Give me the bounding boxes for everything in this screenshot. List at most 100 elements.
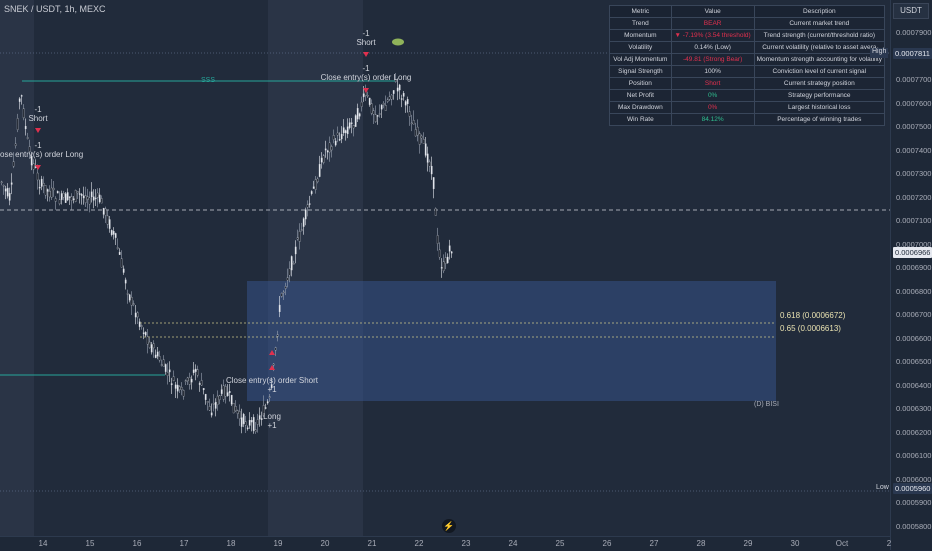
short-left-num: -1 [34, 105, 42, 114]
symbol-title[interactable]: SNEK / USDT, 1h, MEXC [4, 4, 106, 14]
candle-body [128, 294, 131, 301]
price-axis[interactable]: 0.00079000.00078000.00077000.00076000.00… [890, 0, 932, 550]
candle-body [104, 208, 107, 216]
time-tick: 28 [696, 539, 706, 548]
candle-body [370, 103, 373, 114]
candle-body [360, 101, 363, 107]
time-tick: 22 [414, 539, 424, 548]
time-tick: 16 [132, 539, 142, 548]
candle-body [414, 129, 417, 137]
candle-body [224, 386, 227, 397]
candle-body [46, 189, 49, 192]
candle-body [230, 394, 233, 405]
description-cell: Current volatility (relative to asset av… [753, 41, 886, 54]
lightning-icon[interactable]: ⚡ [442, 519, 456, 533]
time-tick: 24 [508, 539, 518, 548]
candle-body [444, 257, 447, 264]
candle-body [220, 389, 223, 394]
metric-cell: Momentum [609, 29, 672, 42]
candle-body [162, 359, 165, 367]
candle-body [100, 198, 103, 204]
candle-body [328, 142, 331, 153]
candle-body [288, 268, 291, 276]
candle-body [422, 139, 425, 144]
time-tick: 27 [649, 539, 659, 548]
candle-body [446, 256, 449, 264]
description-cell: Percentage of winning trades [753, 113, 886, 126]
candle-body [66, 192, 69, 201]
candle-body [190, 378, 193, 383]
candle-body [282, 291, 285, 294]
price-tick: 0.0006300 [896, 404, 932, 413]
time-tick: 19 [273, 539, 283, 548]
candle-body [14, 143, 17, 146]
candle-body [150, 344, 153, 353]
close-long-top-label: Close entry(s) order Long [320, 73, 412, 82]
candle-body [38, 186, 41, 189]
candle-body [252, 417, 255, 431]
short-top-label: Short [356, 38, 376, 47]
zone-label: (D) BISI [754, 401, 779, 408]
candle-body [326, 150, 329, 153]
candle-body [98, 194, 101, 203]
candle-body [266, 401, 269, 404]
metrics-row: Position Short Current strategy position [609, 77, 886, 90]
candle-body [52, 187, 55, 191]
candle-body [122, 268, 125, 273]
close-long-top-num: -1 [362, 64, 370, 73]
candle-body [132, 303, 135, 305]
candle-body [276, 334, 279, 337]
candle-body [22, 108, 25, 119]
candle-body [16, 118, 19, 130]
close-signal-arrow [35, 165, 41, 170]
time-tick: 26 [602, 539, 612, 548]
candle-body [438, 249, 441, 258]
candle-body [366, 95, 369, 97]
candle-body [392, 90, 395, 94]
candle-body [268, 396, 271, 398]
high-price-tag: 0.0007811 [893, 48, 932, 60]
candle-body [212, 403, 215, 405]
candle-body [336, 132, 339, 136]
candle-body [32, 163, 35, 170]
candle-body [400, 98, 403, 100]
candle-body [340, 133, 343, 140]
price-tick: 0.0006600 [896, 333, 932, 343]
high-label: High [870, 48, 889, 58]
metrics-row: Signal Strength 100% Conviction level of c… [609, 65, 886, 78]
short-left-label: Short [28, 114, 48, 123]
candle-body [406, 99, 409, 105]
chart-area[interactable]: SNEK / USDT, 1h, MEXC -1 Short -1 Close … [0, 0, 890, 536]
candle-body [166, 372, 169, 376]
description-cell: Momentum strength accounting for volatil… [753, 53, 886, 66]
candle-body [36, 172, 39, 181]
price-tick: 0.0006400 [896, 380, 932, 390]
candle-body [302, 218, 305, 227]
metrics-row: Trend BEAR Current market trend [609, 17, 886, 30]
candle-body [362, 93, 365, 98]
candle-body [200, 380, 203, 386]
candle-body [130, 296, 133, 306]
price-tick: 0.0007600 [896, 98, 932, 108]
candle-body [324, 148, 327, 151]
currency-button[interactable]: USDT [893, 3, 929, 19]
value-cell: BEAR [670, 17, 755, 30]
price-tick: 0.0007500 [896, 122, 932, 131]
long-num-2: +1 [267, 421, 277, 430]
candle-body [178, 386, 181, 390]
candle-body [448, 245, 451, 252]
candle-body [440, 267, 443, 269]
candle-body [218, 395, 221, 400]
metrics-table: Metric Value Description Trend BEAR Curren… [609, 5, 886, 126]
candle-body [318, 164, 321, 177]
time-axis[interactable]: 14 15 16 17 18 19 20 21 22 23 24 25 26 27 28 29 30 Oct 2 [0, 536, 891, 551]
candle-body [300, 229, 303, 231]
candle-body [8, 193, 11, 201]
candle-body [264, 407, 267, 409]
candle-body [332, 135, 335, 140]
candle-body [156, 351, 159, 357]
time-tick: 18 [226, 539, 236, 548]
value-cell: ▼ -7.19% (3.54 threshold) [670, 29, 755, 42]
candle-body [10, 182, 13, 185]
candle-body [198, 383, 201, 385]
